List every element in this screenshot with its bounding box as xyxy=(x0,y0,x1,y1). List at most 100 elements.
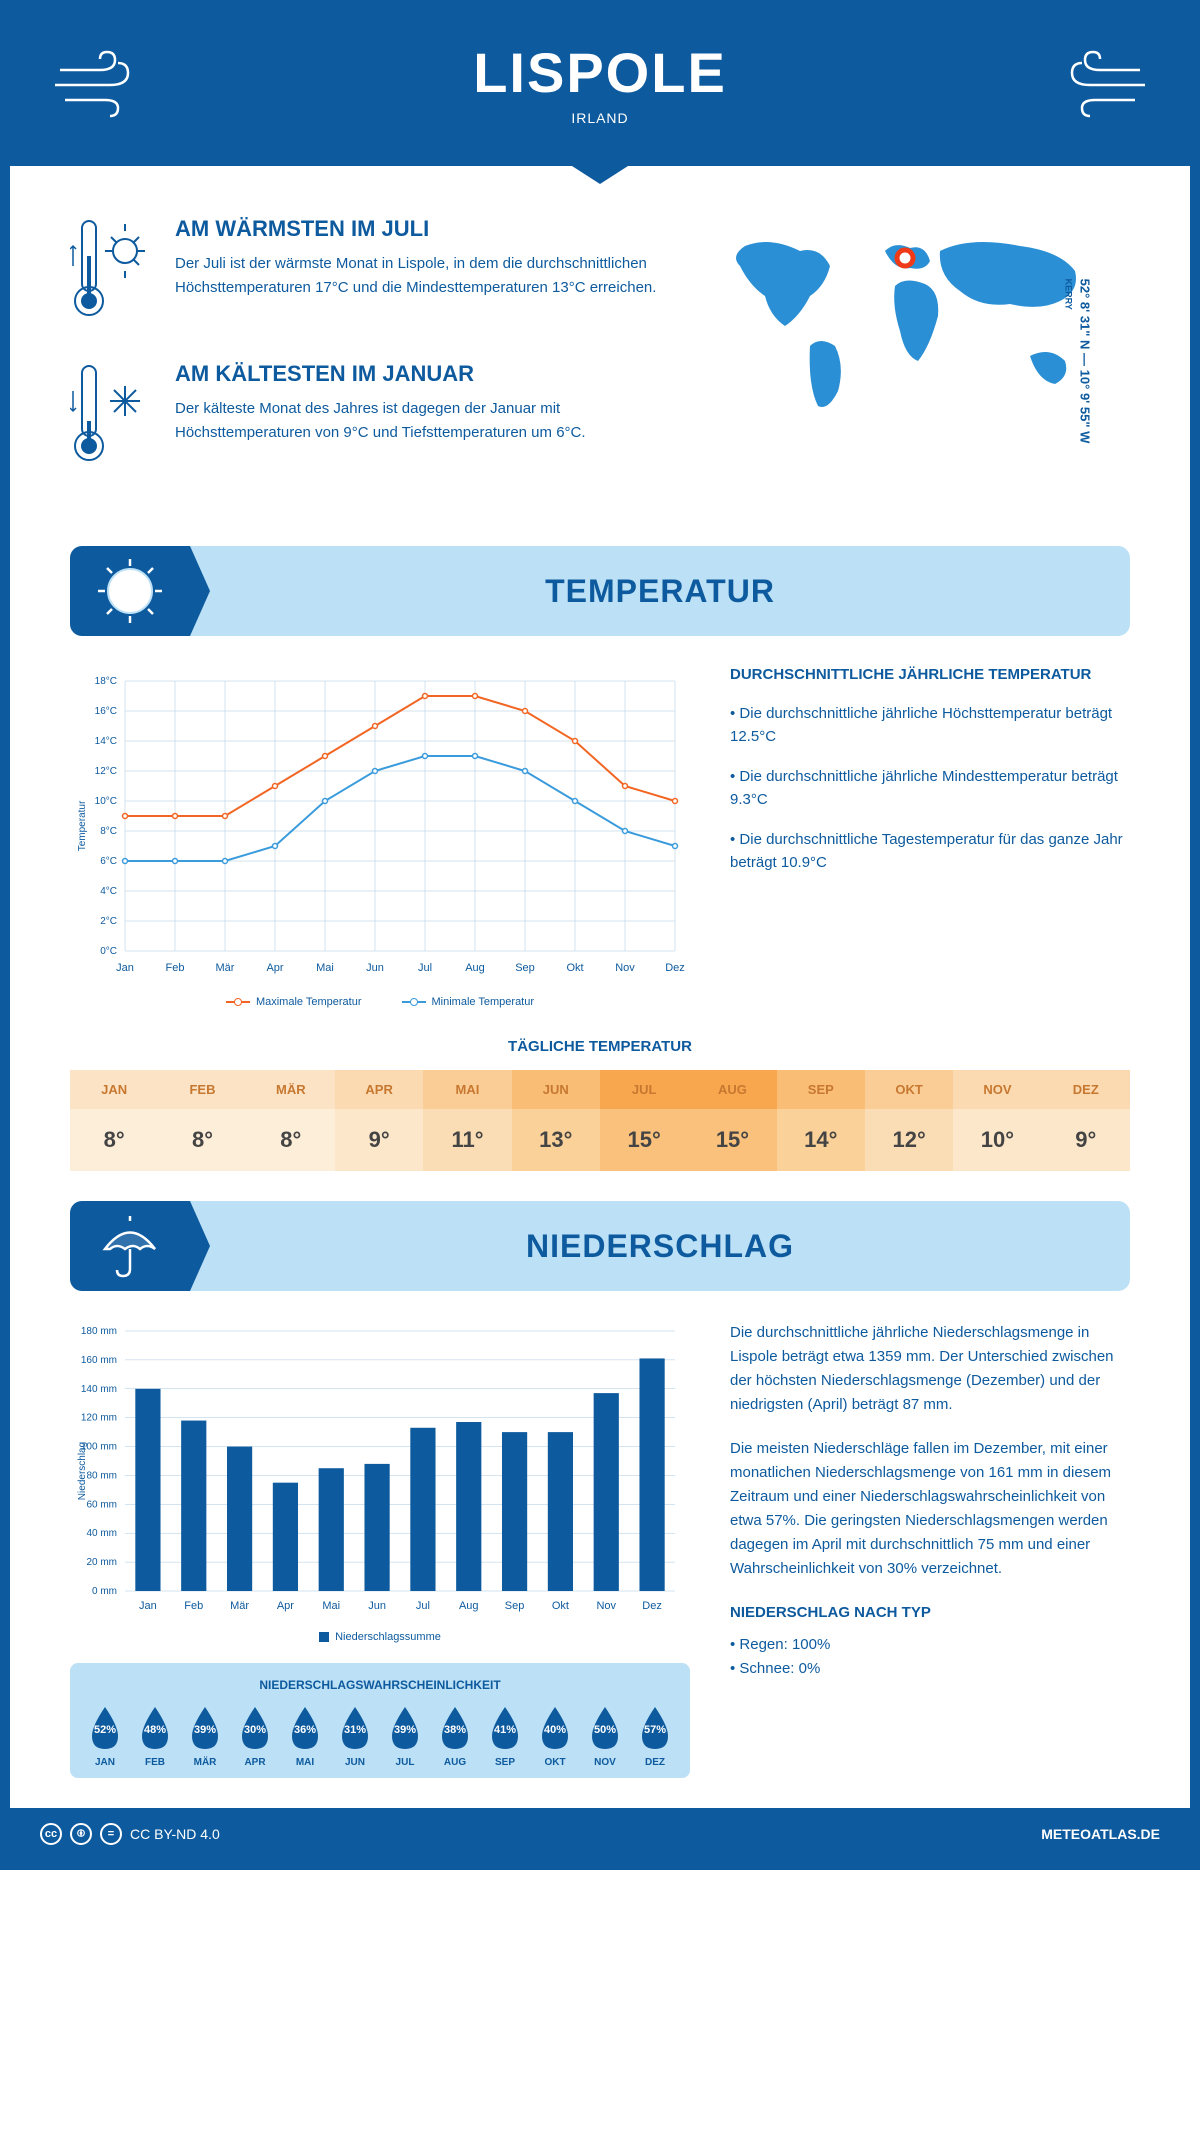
svg-text:Jun: Jun xyxy=(366,962,384,974)
drop-icon: 39% xyxy=(386,1704,424,1752)
prob-item: 36% MAI xyxy=(280,1704,330,1768)
daily-col: MÄR 8° xyxy=(247,1070,335,1171)
page-title: LISPOLE xyxy=(10,40,1190,105)
coord-lon: 10° 9' 55" W xyxy=(1078,370,1093,444)
temp-info-heading: DURCHSCHNITTLICHE JÄHRLICHE TEMPERATUR xyxy=(730,666,1130,683)
sun-icon xyxy=(70,546,190,636)
content-area: AM WÄRMSTEN IM JULI Der Juli ist der wär… xyxy=(10,166,1190,1808)
temp-bullet-2: • Die durchschnittliche jährliche Mindes… xyxy=(730,766,1130,811)
svg-text:Nov: Nov xyxy=(615,962,635,974)
daily-col: MAI 11° xyxy=(423,1070,511,1171)
precip-heading: NIEDERSCHLAG xyxy=(190,1228,1130,1265)
temp-info: DURCHSCHNITTLICHE JÄHRLICHE TEMPERATUR •… xyxy=(730,666,1130,1008)
svg-text:40 mm: 40 mm xyxy=(86,1528,117,1539)
by-icon: 🅯 xyxy=(70,1823,92,1845)
svg-text:Feb: Feb xyxy=(184,1600,203,1612)
cold-body: Der kälteste Monat des Jahres ist dagege… xyxy=(175,397,670,445)
svg-text:120 mm: 120 mm xyxy=(81,1413,117,1424)
temp-banner: TEMPERATUR xyxy=(70,546,1130,636)
daily-col: NOV 10° xyxy=(953,1070,1041,1171)
site-name: METEOATLAS.DE xyxy=(1041,1826,1160,1842)
svg-text:Dez: Dez xyxy=(642,1600,662,1612)
prob-item: 39% MÄR xyxy=(180,1704,230,1768)
daily-col: JAN 8° xyxy=(70,1070,158,1171)
daily-col: OKT 12° xyxy=(865,1070,953,1171)
prob-item: 40% OKT xyxy=(530,1704,580,1768)
svg-text:160 mm: 160 mm xyxy=(81,1355,117,1366)
svg-text:Jul: Jul xyxy=(418,962,432,974)
precip-p1: Die durchschnittliche jährliche Niedersc… xyxy=(730,1321,1130,1417)
drop-icon: 48% xyxy=(136,1704,174,1752)
drop-icon: 52% xyxy=(86,1704,124,1752)
daily-table: JAN 8° FEB 8° MÄR 8° APR 9° MAI 11° JUN … xyxy=(70,1070,1130,1171)
svg-text:20 mm: 20 mm xyxy=(86,1557,117,1568)
page-subtitle: IRLAND xyxy=(10,110,1190,126)
warm-block: AM WÄRMSTEN IM JULI Der Juli ist der wär… xyxy=(70,216,670,326)
world-map-icon xyxy=(710,216,1110,436)
svg-text:Temperatur: Temperatur xyxy=(77,800,88,851)
prob-item: 38% AUG xyxy=(430,1704,480,1768)
precip-type-heading: NIEDERSCHLAG NACH TYP xyxy=(730,1601,1130,1625)
svg-text:Apr: Apr xyxy=(266,962,283,974)
svg-text:Mai: Mai xyxy=(322,1600,340,1612)
svg-text:Sep: Sep xyxy=(515,962,535,974)
svg-text:Okt: Okt xyxy=(566,962,583,974)
license-text: CC BY-ND 4.0 xyxy=(130,1826,220,1842)
daily-col: APR 9° xyxy=(335,1070,423,1171)
svg-text:4°C: 4°C xyxy=(100,886,117,897)
daily-col: DEZ 9° xyxy=(1042,1070,1130,1171)
prob-row: 52% JAN 48% FEB 39% MÄR 30% APR xyxy=(80,1704,680,1768)
prob-item: 30% APR xyxy=(230,1704,280,1768)
svg-text:Nov: Nov xyxy=(596,1600,616,1612)
prob-item: 41% SEP xyxy=(480,1704,530,1768)
daily-col: FEB 8° xyxy=(158,1070,246,1171)
temp-bullet-3: • Die durchschnittliche Tagestemperatur … xyxy=(730,829,1130,874)
warm-body: Der Juli ist der wärmste Monat in Lispol… xyxy=(175,252,670,300)
precip-left: 0 mm20 mm40 mm60 mm80 mm100 mm120 mm140 … xyxy=(70,1321,690,1778)
precip-type-1: • Regen: 100% xyxy=(730,1633,1130,1657)
umbrella-icon xyxy=(70,1201,190,1291)
prob-item: 50% NOV xyxy=(580,1704,630,1768)
cc-icon: cc xyxy=(40,1823,62,1845)
drop-icon: 31% xyxy=(336,1704,374,1752)
temp-heading: TEMPERATUR xyxy=(190,573,1130,610)
precip-p2: Die meisten Niederschläge fallen im Deze… xyxy=(730,1437,1130,1581)
daily-col: AUG 15° xyxy=(688,1070,776,1171)
cold-text: AM KÄLTESTEN IM JANUAR Der kälteste Mona… xyxy=(175,361,670,471)
prob-item: 48% FEB xyxy=(130,1704,180,1768)
svg-text:Dez: Dez xyxy=(665,962,685,974)
daily-temp: TÄGLICHE TEMPERATUR JAN 8° FEB 8° MÄR 8°… xyxy=(70,1038,1130,1171)
svg-text:60 mm: 60 mm xyxy=(86,1499,117,1510)
warm-title: AM WÄRMSTEN IM JULI xyxy=(175,216,670,242)
daily-col: JUN 13° xyxy=(512,1070,600,1171)
legend-max: Maximale Temperatur xyxy=(226,996,362,1008)
svg-text:Jan: Jan xyxy=(116,962,134,974)
precip-bar-chart: 0 mm20 mm40 mm60 mm80 mm100 mm120 mm140 … xyxy=(70,1321,690,1621)
svg-text:Jul: Jul xyxy=(416,1600,430,1612)
svg-text:8°C: 8°C xyxy=(100,826,117,837)
svg-text:Mär: Mär xyxy=(216,962,235,974)
svg-text:Jun: Jun xyxy=(368,1600,386,1612)
nd-icon: = xyxy=(100,1823,122,1845)
svg-text:0°C: 0°C xyxy=(100,946,117,957)
svg-text:Feb: Feb xyxy=(166,962,185,974)
svg-text:2°C: 2°C xyxy=(100,916,117,927)
prob-item: 52% JAN xyxy=(80,1704,130,1768)
intro-left: AM WÄRMSTEN IM JULI Der Juli ist der wär… xyxy=(70,216,670,506)
prob-item: 39% JUL xyxy=(380,1704,430,1768)
svg-text:18°C: 18°C xyxy=(95,676,117,687)
legend-precip: Niederschlagssumme xyxy=(319,1631,441,1643)
intro-section: AM WÄRMSTEN IM JULI Der Juli ist der wär… xyxy=(70,216,1130,506)
temp-line-chart: 0°C2°C4°C6°C8°C10°C12°C14°C16°C18°CJanFe… xyxy=(70,666,690,986)
cold-block: AM KÄLTESTEN IM JANUAR Der kälteste Mona… xyxy=(70,361,670,471)
drop-icon: 40% xyxy=(536,1704,574,1752)
svg-text:180 mm: 180 mm xyxy=(81,1326,117,1337)
daily-col: JUL 15° xyxy=(600,1070,688,1171)
wind-icon-left xyxy=(50,50,150,120)
svg-text:14°C: 14°C xyxy=(95,736,117,747)
legend-min: Minimale Temperatur xyxy=(402,996,535,1008)
daily-heading: TÄGLICHE TEMPERATUR xyxy=(70,1038,1130,1055)
drop-icon: 50% xyxy=(586,1704,624,1752)
coord-lat: 52° 8' 31" N xyxy=(1078,279,1093,350)
header-notch xyxy=(572,166,628,184)
